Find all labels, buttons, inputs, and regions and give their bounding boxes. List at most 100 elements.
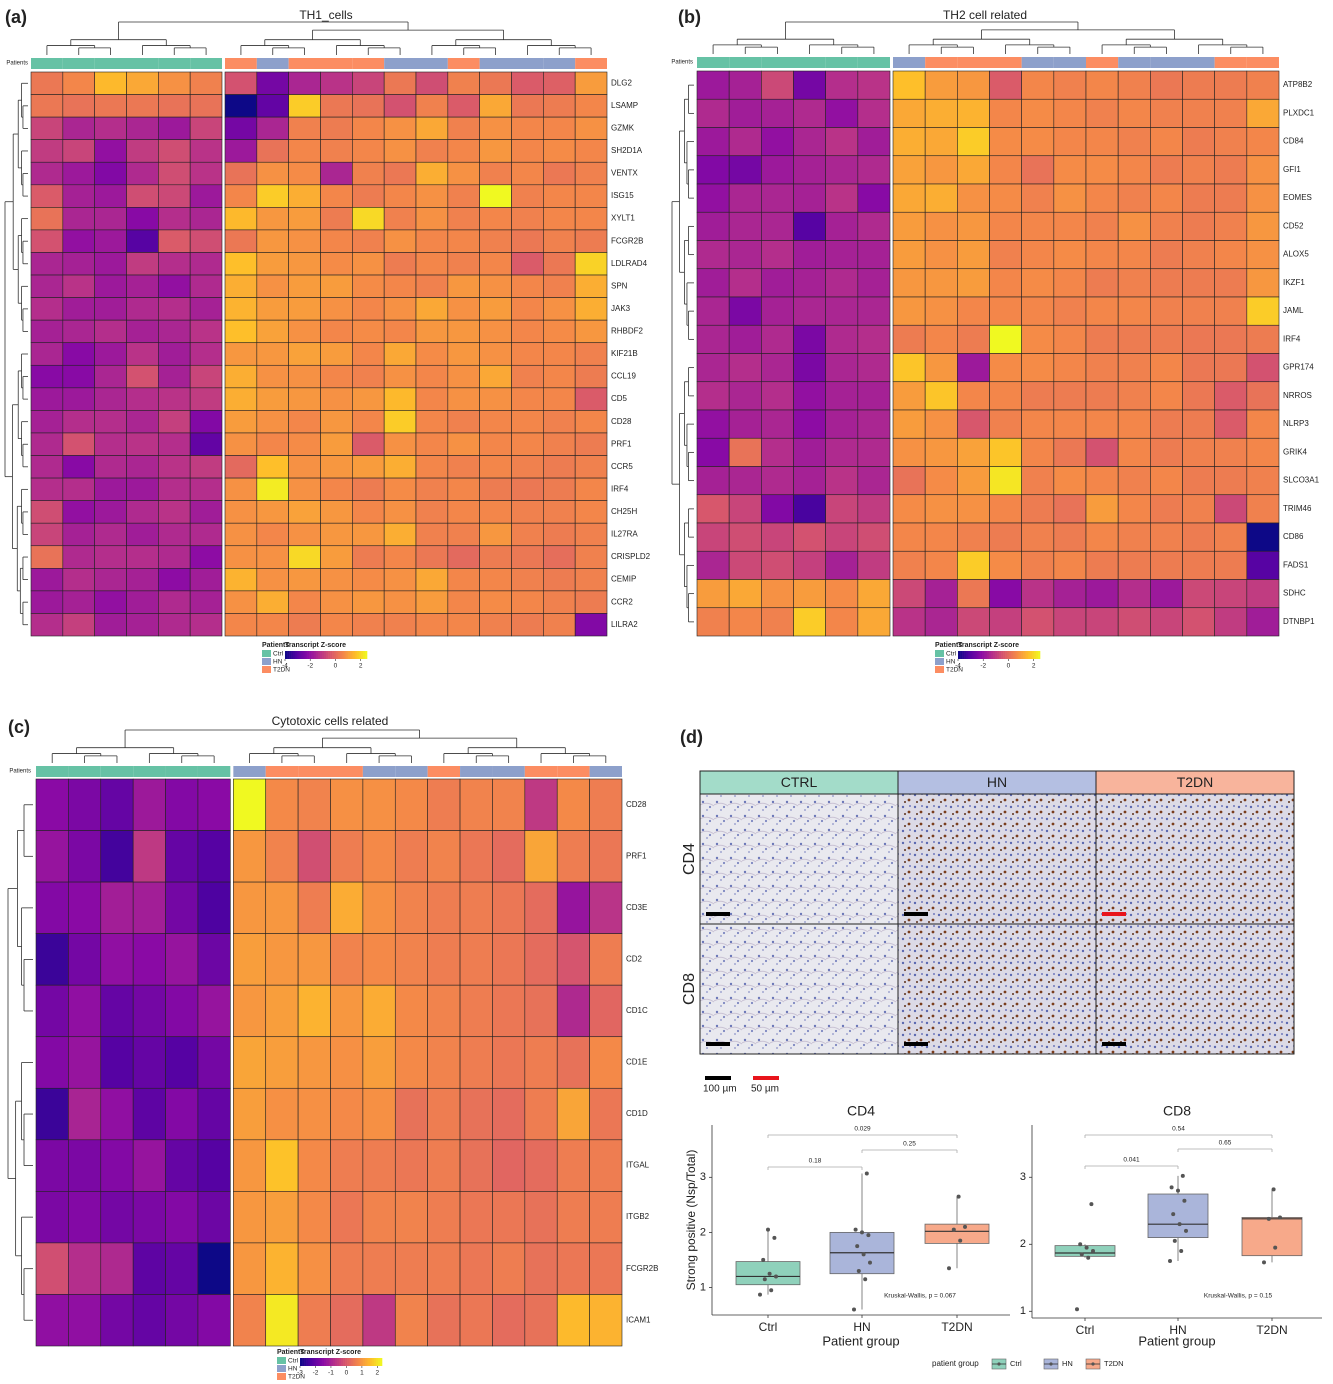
heatmap-cell xyxy=(696,353,730,383)
heatmap-cell xyxy=(233,1242,267,1295)
heatmap-cell xyxy=(989,550,1022,580)
point xyxy=(1182,1198,1187,1203)
annotation-label: Patients xyxy=(671,60,693,66)
heatmap-cell xyxy=(924,466,958,496)
heatmap-cell xyxy=(30,94,64,118)
colorbar-step xyxy=(287,651,290,659)
heatmap-cell xyxy=(793,579,826,609)
heatmap-cell xyxy=(825,381,859,411)
heatmap-cell xyxy=(415,139,449,163)
heatmap-cell xyxy=(511,116,544,140)
heatmap-cell xyxy=(62,613,95,637)
heatmap-cell xyxy=(857,98,891,128)
heatmap-cell xyxy=(256,184,289,208)
heatmap-cell xyxy=(94,500,127,524)
heatmap-cell xyxy=(94,590,127,614)
point xyxy=(1180,1173,1185,1178)
heatmap-cell xyxy=(892,381,926,411)
heatmap-cell xyxy=(1117,409,1151,439)
heatmap-cell xyxy=(352,590,385,614)
heatmap-cell xyxy=(1214,268,1248,298)
legend-key xyxy=(935,658,944,665)
point xyxy=(868,1260,872,1265)
heatmap-cell xyxy=(383,432,417,456)
heatmap-cell xyxy=(728,522,762,552)
heatmap-cell xyxy=(224,161,258,186)
heatmap-cell xyxy=(447,297,480,321)
heatmap-cell xyxy=(415,545,449,569)
heatmap-cell xyxy=(320,500,353,524)
heatmap-cell xyxy=(924,127,958,157)
heatmap-cell xyxy=(415,432,449,456)
heatmap-cell xyxy=(957,494,990,524)
heatmap-cell xyxy=(543,116,576,140)
heatmap-cell xyxy=(1053,268,1087,298)
heatmap-cell xyxy=(94,297,127,321)
heatmap-cell xyxy=(1246,437,1280,467)
heatmap-cell xyxy=(479,139,512,163)
heatmap-cell xyxy=(394,933,428,986)
heatmap-cell xyxy=(1214,607,1248,637)
row-label: CD1C xyxy=(626,1006,648,1015)
heatmap-cell xyxy=(1117,607,1151,637)
heatmap-cell xyxy=(320,297,353,321)
row-label: GFI1 xyxy=(1283,165,1301,174)
heatmap-cell xyxy=(256,477,289,501)
row-label: CD86 xyxy=(1283,532,1304,541)
heatmap-cell xyxy=(1085,550,1119,580)
colorbar-step xyxy=(324,1358,327,1366)
heatmap-cell xyxy=(383,297,417,321)
row-label: SPN xyxy=(611,281,628,290)
heatmap-cell xyxy=(728,579,762,609)
heatmap-cell xyxy=(556,1294,590,1347)
colorbar-step xyxy=(301,651,304,659)
annotation-cell xyxy=(1214,57,1247,68)
heatmap-cell xyxy=(1214,211,1248,241)
heatmap-cell xyxy=(383,500,417,524)
heatmap-cell xyxy=(589,984,623,1038)
heatmap-cell xyxy=(30,432,64,456)
heatmap-cell xyxy=(543,455,576,479)
legend-title: patient group xyxy=(932,1359,979,1368)
heatmap-cell xyxy=(728,98,762,128)
point xyxy=(1266,1216,1271,1221)
heatmap-cell xyxy=(1021,211,1055,241)
heatmap-cell xyxy=(94,387,127,411)
heatmap-cell xyxy=(165,830,199,883)
heatmap-cell xyxy=(320,590,353,614)
heatmap-cell xyxy=(1182,466,1215,496)
heatmap-cell xyxy=(189,364,223,389)
heatmap-cell xyxy=(94,410,127,434)
heatmap-cell xyxy=(492,1036,526,1089)
heatmap-cell xyxy=(415,274,449,298)
heatmap-cell xyxy=(320,613,353,637)
heatmap-cell xyxy=(574,545,608,569)
heatmap-cell xyxy=(957,579,990,609)
heatmap-cell xyxy=(165,984,199,1038)
colorbar-step xyxy=(336,651,339,659)
heatmap-cell xyxy=(1214,522,1248,552)
x-tick-label: Ctrl xyxy=(759,1320,778,1334)
heatmap-cell xyxy=(1085,240,1119,270)
colorbar-step xyxy=(300,1358,303,1366)
annotation-cell xyxy=(94,58,127,69)
heatmap-cell xyxy=(1150,607,1183,637)
heatmap-cell xyxy=(224,500,258,524)
heatmap-cell xyxy=(132,778,166,831)
heatmap-cell xyxy=(126,613,159,637)
annotation-cell xyxy=(460,766,493,777)
point xyxy=(1171,1212,1176,1217)
annotation-cell xyxy=(697,57,730,68)
heatmap-cell xyxy=(233,1036,267,1089)
heatmap-cell xyxy=(524,1139,558,1192)
colorbar-step xyxy=(348,651,351,659)
heatmap-cell xyxy=(1246,381,1280,411)
heatmap-cell xyxy=(892,211,926,241)
heatmap-cell xyxy=(761,353,794,383)
heatmap-cell xyxy=(352,252,385,276)
heatmap-cell xyxy=(574,116,608,140)
point xyxy=(856,1268,861,1273)
heatmap-cell xyxy=(68,778,102,831)
heatmap-cell xyxy=(892,127,926,157)
heatmap-cell xyxy=(1246,607,1280,637)
